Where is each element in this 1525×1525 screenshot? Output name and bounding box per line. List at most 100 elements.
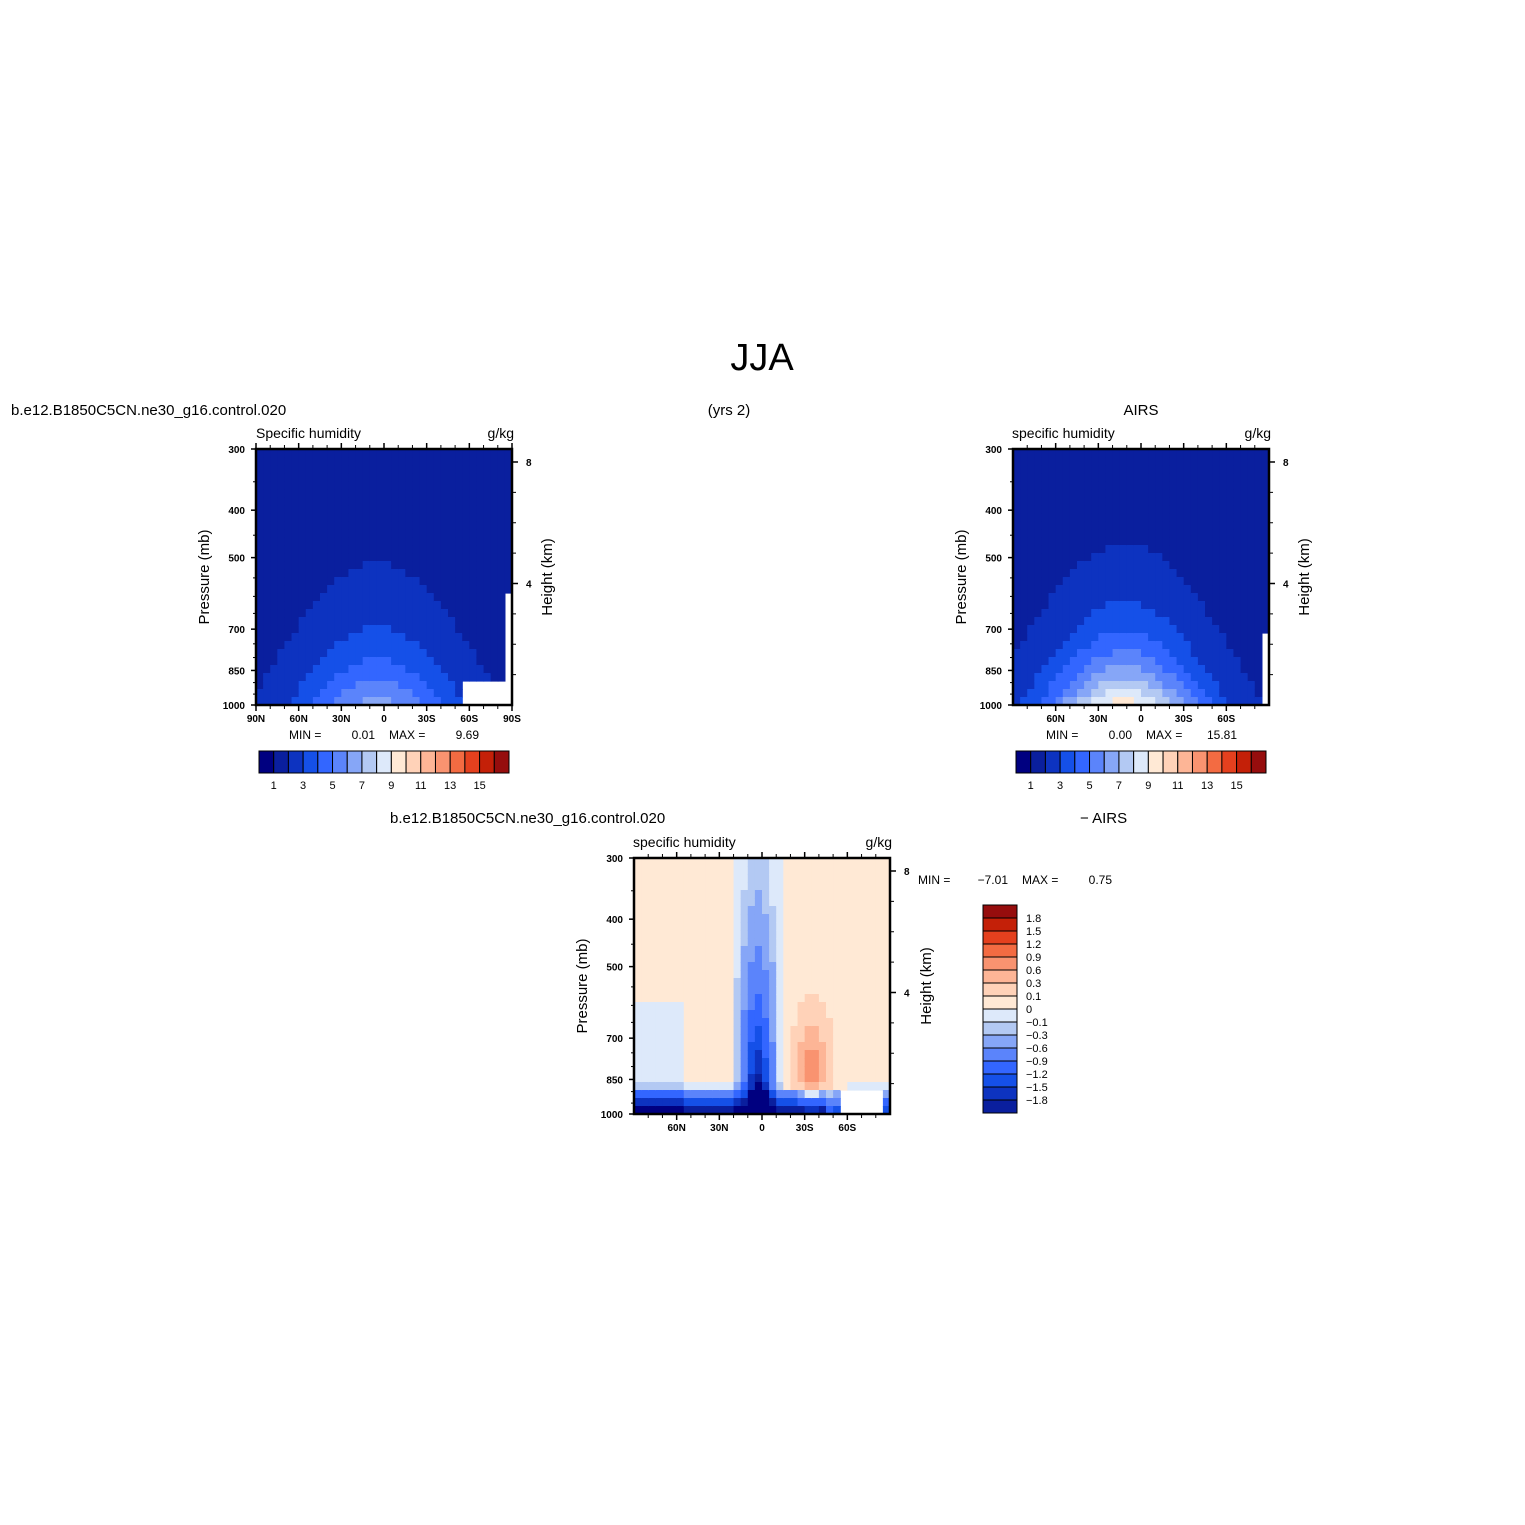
obs-heatmap-cell	[1055, 489, 1064, 498]
obs-heatmap-cell	[1240, 697, 1249, 706]
model-heatmap-cell	[263, 625, 271, 634]
model-heatmap-cell	[405, 481, 414, 490]
obs-heatmap-cell	[1048, 561, 1057, 570]
model-heatmap-cell	[497, 561, 506, 570]
model-heatmap-cell	[440, 617, 449, 626]
obs-heatmap-cell	[1169, 681, 1178, 690]
diff-heatmap-cell	[712, 914, 720, 923]
diff-heatmap-cell	[833, 1074, 841, 1083]
model-heatmap-cell	[462, 569, 470, 578]
obs-heatmap-cell	[1041, 665, 1050, 674]
model-heatmap-cell	[270, 553, 278, 562]
model-heatmap-cell	[369, 697, 378, 706]
model-heatmap-cell	[369, 681, 378, 690]
model-heatmap-cell	[483, 521, 492, 530]
model-heatmap-cell	[483, 473, 492, 482]
diff-heatmap-cell	[747, 914, 756, 923]
diff-heatmap-cell	[882, 1058, 891, 1067]
model-heatmap-cell	[341, 649, 350, 658]
obs-heatmap-cell	[1219, 649, 1227, 658]
diff-heatmap-cell	[747, 962, 756, 971]
obs-heatmap-cell	[1098, 665, 1107, 674]
model-heatmap-cell	[419, 537, 428, 546]
diff-heatmap-cell	[698, 1098, 706, 1107]
obs-heatmap-cell	[1148, 689, 1156, 698]
obs-heatmap-cell	[1162, 641, 1171, 650]
obs-heatmap-cell	[1020, 681, 1028, 690]
obs-heatmap-cell	[1212, 641, 1220, 650]
obs-heatmap-cell	[1148, 529, 1156, 538]
obs-heatmap-cell	[1133, 505, 1142, 514]
obs-heatmap-cell	[1041, 681, 1050, 690]
obs-heatmap-cell	[1226, 649, 1235, 658]
diff-heatmap-cell	[648, 1002, 656, 1011]
diff-heatmap-cell	[669, 874, 678, 883]
diff-heatmap-cell	[868, 962, 877, 971]
obs-heatmap-cell	[1069, 529, 1078, 538]
obs-heatmap-cell	[1205, 657, 1213, 666]
model-heatmap-cell	[391, 521, 399, 530]
obs-heatmap-cell	[1126, 457, 1135, 466]
diff-heatmap-cell	[669, 1050, 678, 1059]
model-heatmap-cell	[455, 465, 463, 474]
obs-colorbar-box	[1236, 750, 1252, 774]
diff-heatmap-cell	[634, 1034, 642, 1043]
diff-heatmap-cell	[854, 938, 863, 947]
model-heatmap-cell	[419, 657, 428, 666]
diff-heatmap-cell	[762, 962, 770, 971]
obs-heatmap-cell	[1197, 609, 1206, 618]
model-heatmap-cell	[490, 649, 499, 658]
model-heatmap-cell	[327, 473, 335, 482]
obs-heatmap-cell	[1098, 649, 1107, 658]
obs-heatmap-cell	[1197, 449, 1206, 458]
obs-heatmap-cell	[1048, 673, 1057, 682]
diff-heatmap-cell	[833, 1018, 841, 1027]
model-heatmap-cell	[263, 513, 271, 522]
diff-heatmap-cell	[712, 1074, 720, 1083]
model-heatmap-cell	[462, 465, 470, 474]
model-heatmap-cell	[305, 465, 314, 474]
model-max-value: 9.69	[456, 728, 480, 742]
diff-heatmap-cell	[804, 1034, 813, 1043]
model-heatmap-cell	[256, 673, 264, 682]
obs-heatmap-cell	[1126, 681, 1135, 690]
obs-heatmap-cell	[1034, 617, 1043, 626]
obs-heatmap-cell	[1190, 585, 1199, 594]
model-heatmap-cell	[298, 601, 307, 610]
diff-heatmap-cell	[861, 1034, 870, 1043]
diff-heatmap-cell	[747, 1018, 756, 1027]
model-heatmap-cell	[462, 657, 470, 666]
model-heatmap-cell	[334, 585, 342, 594]
model-heatmap-cell	[334, 617, 342, 626]
model-heatmap-cell	[398, 617, 406, 626]
diff-heatmap-cell	[733, 1074, 742, 1083]
obs-heatmap-cell	[1027, 449, 1035, 458]
diff-heatmap-cell	[641, 882, 649, 891]
model-heatmap-cell	[312, 561, 321, 570]
obs-heatmap-cell	[1020, 697, 1028, 706]
model-heatmap-cell	[369, 521, 378, 530]
diff-heatmap-cell	[726, 1106, 735, 1115]
diff-heatmap-cell	[754, 938, 763, 947]
model-heatmap-cell	[270, 649, 278, 658]
model-heatmap-cell	[490, 489, 499, 498]
diff-heatmap-cell	[861, 978, 870, 987]
obs-heatmap-cell	[1148, 473, 1156, 482]
diff-heatmap-cell	[634, 874, 642, 883]
diff-heatmap-cell	[655, 970, 664, 979]
obs-heatmap-cell	[1176, 641, 1185, 650]
diff-heatmap-cell	[726, 978, 735, 987]
model-heatmap-cell	[433, 641, 442, 650]
obs-heatmap-cell	[1077, 641, 1085, 650]
diff-heatmap-cell	[811, 962, 820, 971]
model-heatmap-cell	[384, 665, 392, 674]
diff-heatmap-cell	[840, 954, 848, 963]
diff-heatmap-cell	[776, 890, 784, 899]
diff-colorbar-box	[982, 943, 1018, 958]
model-heatmap-cell	[369, 465, 378, 474]
model-heatmap-cell	[256, 665, 264, 674]
diff-heatmap-cell	[776, 874, 784, 883]
model-heatmap-cell	[327, 625, 335, 634]
diff-heatmap-cell	[733, 1042, 742, 1051]
obs-heatmap-cell	[1261, 569, 1270, 578]
